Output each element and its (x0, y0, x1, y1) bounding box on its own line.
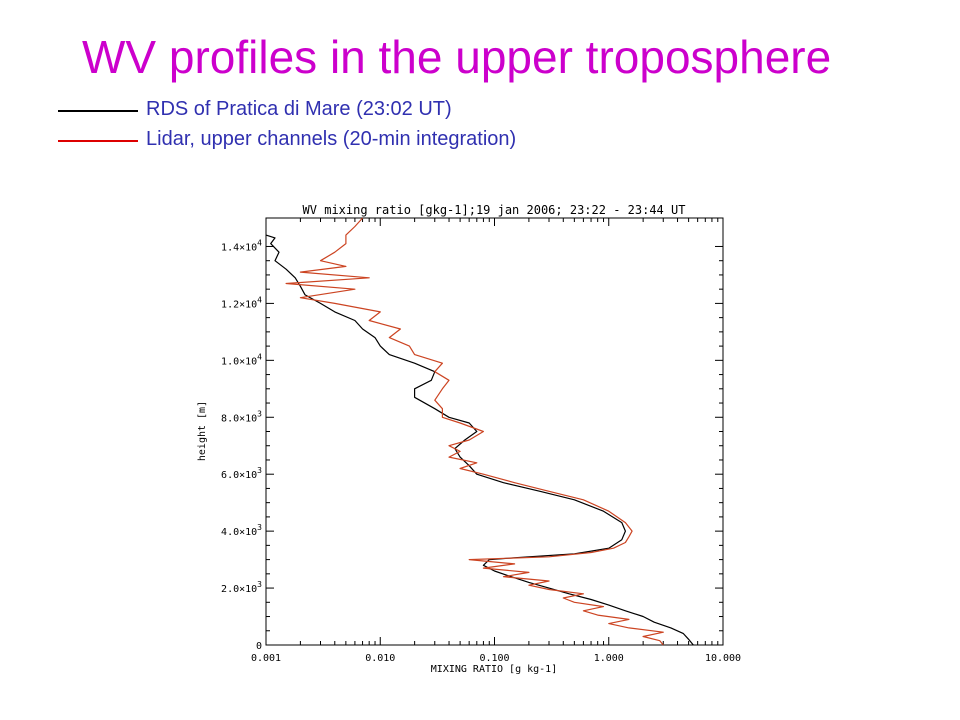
axis-ticks: 0.001 0.010 0.100 1.000 10.000 0 2.0×103 4.0×10… (221, 218, 741, 664)
y-tick-label: 4.0×103 (221, 523, 262, 538)
x-tick-label: 1.000 (594, 653, 624, 664)
x-tick-label: 0.010 (365, 653, 395, 664)
y-tick-label: 1.4×104 (221, 238, 262, 253)
series-radiosonde-line (265, 234, 694, 646)
y-axis-label: height [m] (197, 401, 208, 461)
y-tick-label: 1.2×104 (221, 295, 262, 310)
legend-label-radiosonde: RDS of Pratica di Mare (23:02 UT) (146, 98, 452, 120)
x-tick-label: 10.000 (705, 653, 741, 664)
slide-title: WV profiles in the upper troposphere (82, 31, 832, 83)
y-tick-label: 2.0×103 (221, 580, 262, 595)
x-tick-label: 0.001 (251, 653, 281, 664)
y-tick-label: 8.0×103 (221, 409, 262, 424)
y-tick-label: 6.0×103 (221, 466, 262, 481)
chart-title: WV mixing ratio [gkg-1];19 jan 2006; 23:… (303, 203, 686, 217)
x-axis-label: MIXING RATIO [g kg-1] (431, 664, 557, 675)
legend-swatch-radiosonde (58, 110, 138, 112)
y-tick-label: 1.0×104 (221, 352, 262, 367)
legend-swatch-lidar (58, 140, 138, 142)
series-lines (265, 217, 694, 646)
plot-frame (265, 217, 724, 646)
x-tick-label: 0.100 (479, 653, 509, 664)
y-tick-label: 0 (256, 641, 262, 652)
series-lidar-line (285, 217, 664, 646)
legend-label-lidar: Lidar, upper channels (20-min integratio… (146, 128, 517, 150)
